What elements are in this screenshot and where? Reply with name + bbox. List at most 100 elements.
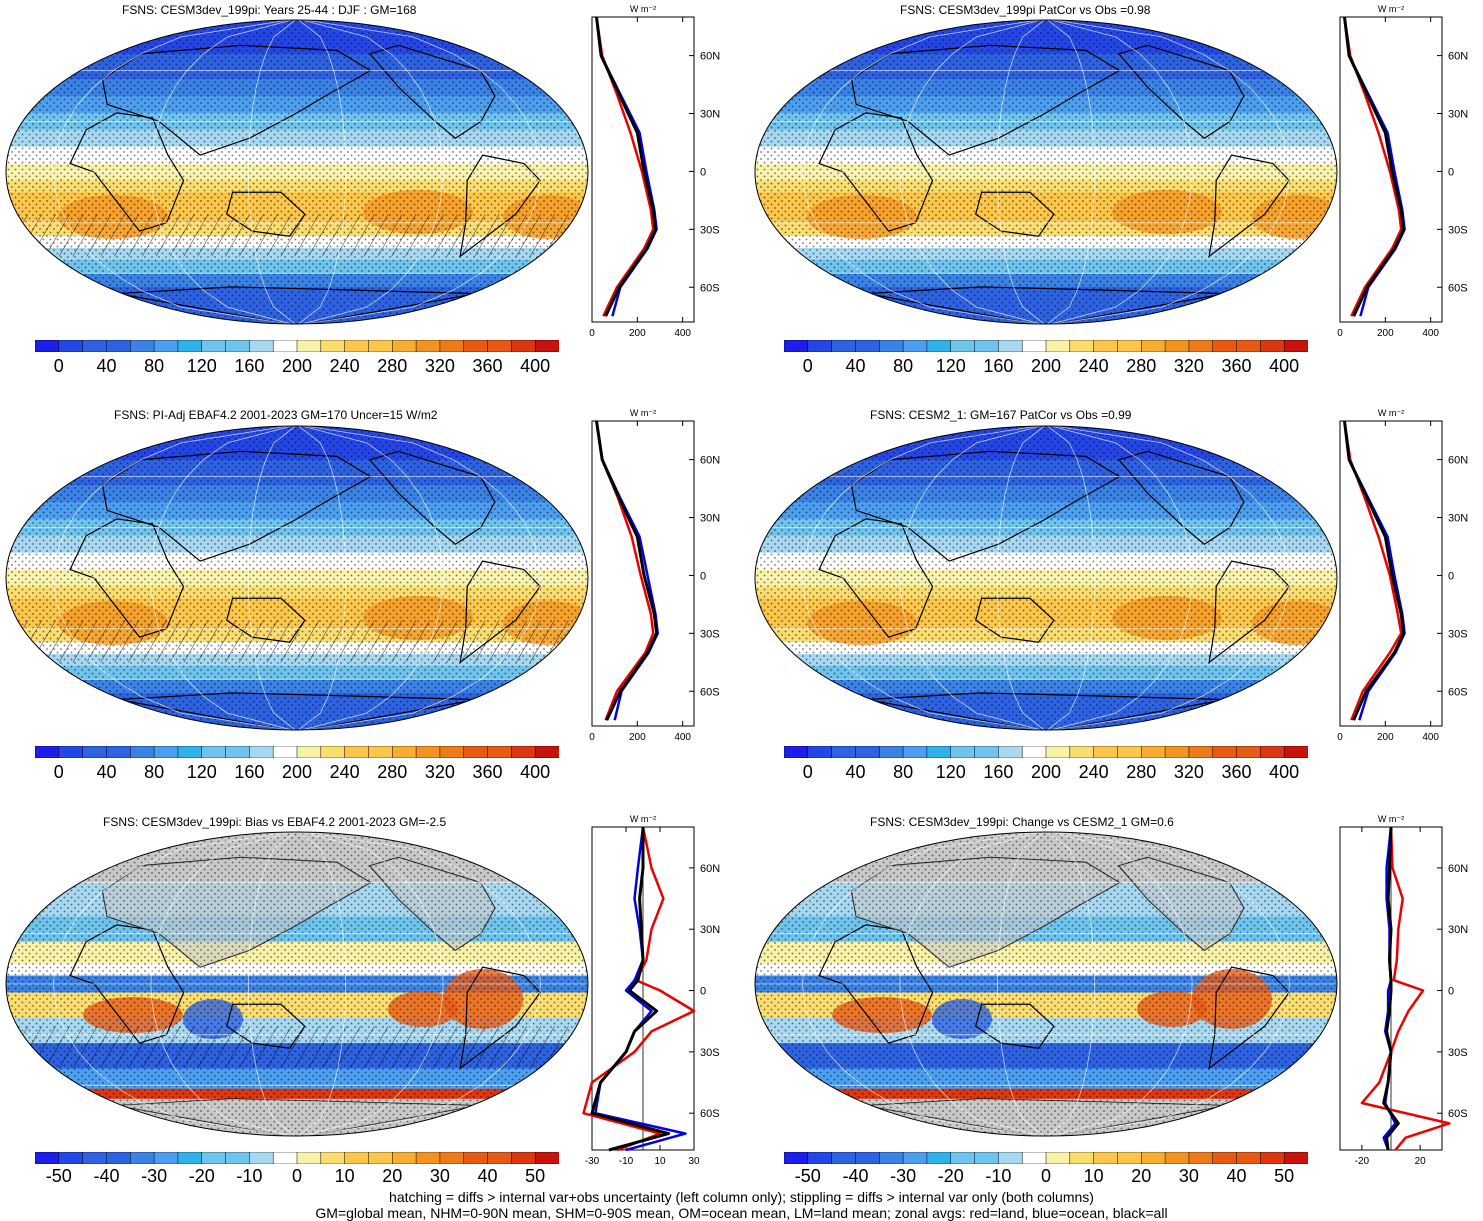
zonal-x-label: 20	[1415, 1156, 1427, 1166]
graticule-lon	[298, 20, 347, 324]
colorbar-swatch	[106, 340, 132, 352]
colorbar-tick-label: 10	[334, 1166, 355, 1186]
graticule-lon	[305, 426, 541, 730]
colorbar-swatch	[201, 746, 227, 758]
colorbar-swatch	[1188, 746, 1214, 758]
colorbar-tick-label: 200	[281, 762, 313, 782]
zonal-lat-label: 30S	[1448, 224, 1468, 236]
colorbar-swatch	[831, 746, 857, 758]
hatching	[6, 620, 588, 663]
colorbar-swatch	[296, 1152, 322, 1164]
zonal-unit-label: W m⁻²	[630, 408, 656, 418]
colorbar-tick-label: 160	[983, 356, 1014, 376]
colorbar-swatch	[463, 746, 489, 758]
zonal-unit-label: W m⁻²	[1378, 408, 1404, 418]
colorbar-tick-label: 0	[802, 356, 813, 376]
colorbar-swatch	[1141, 340, 1166, 352]
colorbar-swatch	[1141, 746, 1166, 758]
colorbar-swatch	[1283, 340, 1308, 352]
panel-4-title: FSNS: CESM2_1: GM=167 PatCor vs Obs =0.9…	[870, 408, 1132, 422]
colorbar-5	[35, 1152, 559, 1164]
colorbar-1	[35, 340, 559, 352]
graticule-lon	[1047, 20, 1096, 324]
colorbar-swatch	[487, 340, 513, 352]
map-field	[6, 426, 588, 730]
zonal-x-label: 200	[1377, 732, 1394, 743]
zonal-lat-label: 0	[1448, 986, 1454, 998]
colorbar-swatch	[902, 1152, 928, 1164]
graticule-lon	[802, 20, 1038, 324]
colorbar-tick-label: 240	[329, 356, 360, 376]
colorbar-swatch	[82, 1152, 108, 1164]
graticule-lon	[996, 20, 1045, 324]
map-border	[754, 831, 1338, 1137]
colorbar-tick-label: 0	[53, 356, 64, 376]
colorbar-6	[784, 1152, 1308, 1164]
colorbar-tick-label: 30	[1178, 1166, 1199, 1186]
colorbar-swatch	[392, 340, 417, 352]
colorbar-swatch	[296, 340, 322, 352]
colorbar-tick-label: -20	[188, 1166, 215, 1186]
colorbar-swatch	[1117, 746, 1143, 758]
colorbar-tick-label: 40	[96, 762, 117, 782]
graticule-lon	[802, 832, 1038, 1136]
colorbar-swatch	[415, 746, 441, 758]
colorbar-swatch	[511, 1152, 536, 1164]
colorbar-tick-label: -40	[842, 1166, 869, 1186]
colorbar-swatch	[201, 1152, 227, 1164]
colorbar-swatch	[1117, 1152, 1143, 1164]
colorbar-tick-label: 400	[520, 356, 551, 376]
colorbar-swatch	[153, 1152, 179, 1164]
colorbar-tick-label: 400	[1269, 356, 1300, 376]
colorbar-swatch	[879, 746, 904, 758]
colorbar-swatch	[1260, 746, 1285, 758]
zonal-lat-label: 0	[1448, 570, 1454, 582]
colorbar-swatch	[58, 340, 84, 352]
colorbar-swatch	[130, 340, 155, 352]
graticule-lon	[996, 426, 1045, 730]
zonal-x-label: 0	[1337, 328, 1343, 339]
zonal-lat-label: 30S	[1448, 1047, 1468, 1059]
colorbar-swatch	[511, 746, 536, 758]
colorbar-swatch	[177, 746, 203, 758]
colorbar-swatch	[855, 1152, 881, 1164]
zonal-lat-label: 30N	[700, 513, 720, 525]
colorbar-swatch	[272, 1152, 298, 1164]
zonal-all-line	[1343, 16, 1405, 317]
colorbar-tick-label: 50	[1274, 1166, 1295, 1186]
colorbar-swatch	[82, 746, 108, 758]
zonal-lat-label: 30N	[700, 924, 720, 936]
colorbar-tick-label: 10	[1083, 1166, 1104, 1186]
zonal-lat-label: 60N	[1448, 863, 1468, 875]
graticule-lon	[1054, 20, 1290, 324]
panel-3-title: FSNS: PI-Adj EBAF4.2 2001-2023 GM=170 Un…	[114, 408, 438, 422]
colorbar-swatch	[926, 1152, 952, 1164]
colorbar-swatch	[130, 746, 155, 758]
colorbar-tick-label: 20	[382, 1166, 403, 1186]
colorbar-tick-label: -50	[794, 1166, 821, 1186]
graticule-lon	[899, 426, 1042, 730]
zonal-plot-1: W m⁻² 60N 30N 0 30S 60S 0 200 400	[589, 4, 720, 339]
colorbar-swatch	[249, 746, 274, 758]
colorbar-swatch	[1021, 746, 1047, 758]
colorbar-swatch	[439, 340, 465, 352]
graticule-lon	[301, 426, 444, 730]
colorbar-swatch	[1069, 1152, 1095, 1164]
colorbar-tick-label: 80	[144, 356, 165, 376]
colorbar-tick-label: 320	[424, 356, 455, 376]
colorbar-swatch	[950, 746, 976, 758]
colorbar-swatch	[1283, 1152, 1308, 1164]
colorbar-swatch	[879, 340, 904, 352]
zonal-x-label: 400	[1422, 328, 1439, 339]
colorbar-tick-label: 360	[1221, 762, 1252, 782]
colorbar-tick-label: 360	[1221, 356, 1252, 376]
colorbar-5-labels: -50 -40 -30 -20 -10 0 10 20 30 40 50	[35, 1166, 559, 1188]
colorbar-tick-label: 40	[96, 356, 117, 376]
colorbar-tick-label: 40	[1226, 1166, 1247, 1186]
colorbar-swatch	[831, 1152, 857, 1164]
colorbar-swatch	[272, 340, 298, 352]
colorbar-swatch	[974, 746, 1000, 758]
colorbar-swatch	[320, 1152, 346, 1164]
zonal-lat-label: 30S	[700, 628, 720, 640]
colorbar-swatch	[950, 340, 976, 352]
